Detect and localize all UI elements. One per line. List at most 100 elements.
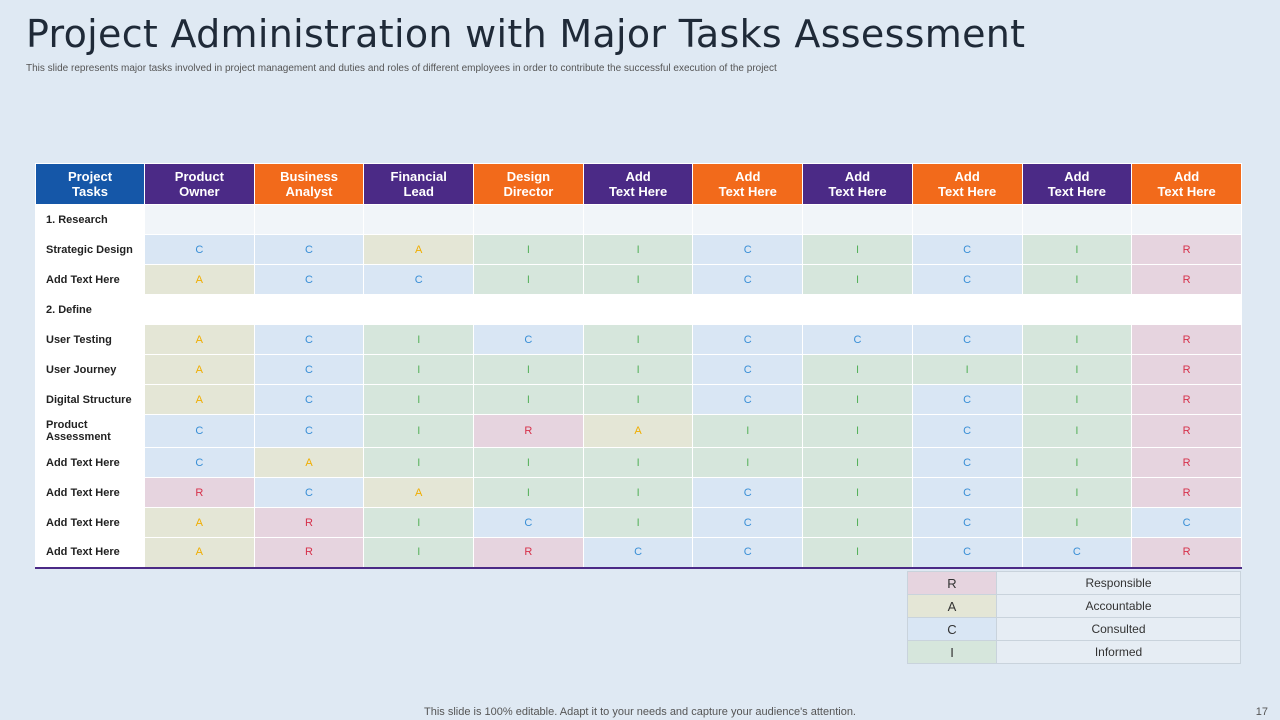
raci-cell: I xyxy=(1021,507,1133,538)
column-header: Product Owner xyxy=(144,163,255,205)
raci-cell: R xyxy=(1131,477,1242,508)
raci-cell xyxy=(911,204,1023,235)
column-header-line1: Add xyxy=(735,169,761,184)
raci-cell: A xyxy=(363,234,475,265)
column-header-line2: Lead xyxy=(403,184,434,199)
raci-cell xyxy=(692,294,804,325)
raci-cell: I xyxy=(363,384,475,415)
raci-cell: I xyxy=(802,414,913,448)
raci-cell: C xyxy=(692,537,804,569)
raci-cell: I xyxy=(1021,354,1133,385)
column-header-line1: Add xyxy=(1173,169,1200,184)
column-header: Add Text Here xyxy=(911,163,1023,205)
task-name-cell: 2. Define xyxy=(35,294,145,325)
table-row: Add Text Here A R I R C C I C C R xyxy=(35,537,1242,569)
raci-cell: R xyxy=(1131,354,1242,385)
raci-cell: C xyxy=(1021,537,1133,569)
raci-cell: C xyxy=(144,414,255,448)
raci-cell xyxy=(911,294,1023,325)
column-header-line2: Owner xyxy=(179,184,220,199)
legend-row: I Informed xyxy=(907,640,1241,664)
raci-cell: C xyxy=(692,354,804,385)
raci-cell: A xyxy=(144,537,255,569)
raci-cell: C xyxy=(911,507,1023,538)
task-name-cell: 1. Research xyxy=(35,204,145,235)
column-header: Add Text Here xyxy=(802,163,913,205)
raci-cell xyxy=(802,294,913,325)
task-name-cell: User Testing xyxy=(35,324,145,355)
task-name-cell: Digital Structure xyxy=(35,384,145,415)
raci-cell: C xyxy=(692,324,804,355)
raci-cell: I xyxy=(802,234,913,265)
task-name-cell: Strategic Design xyxy=(35,234,145,265)
column-header-line2: Director xyxy=(503,184,554,199)
raci-cell: R xyxy=(1131,324,1242,355)
raci-cell: I xyxy=(1021,384,1133,415)
raci-cell: C xyxy=(692,234,804,265)
raci-cell: I xyxy=(1021,324,1133,355)
raci-cell xyxy=(473,294,584,325)
table-row: Add Text Here A R I C I C I C I C xyxy=(35,507,1242,538)
raci-cell xyxy=(802,204,913,235)
header-row: Project Tasks Product Owner Business Analyst F… xyxy=(35,163,1242,205)
raci-cell: C xyxy=(253,234,365,265)
raci-cell: I xyxy=(692,447,804,478)
raci-cell: C xyxy=(473,507,584,538)
column-header: Add Text Here xyxy=(692,163,804,205)
raci-cell: I xyxy=(802,477,913,508)
raci-cell: C xyxy=(911,447,1023,478)
task-name-cell: Add Text Here xyxy=(35,507,145,538)
raci-cell: C xyxy=(692,384,804,415)
raci-cell: A xyxy=(582,414,694,448)
raci-cell: I xyxy=(1021,234,1133,265)
raci-cell: A xyxy=(144,384,255,415)
column-header-line2: Text Here xyxy=(828,184,887,199)
raci-cell: C xyxy=(911,537,1023,569)
raci-cell: A xyxy=(144,324,255,355)
legend-key: A xyxy=(907,594,997,618)
raci-cell: C xyxy=(253,354,365,385)
raci-cell: C xyxy=(253,384,365,415)
raci-cell: C xyxy=(911,234,1023,265)
raci-cell: I xyxy=(802,264,913,295)
table-row: Product Assessment C C I R A I I C I R xyxy=(35,414,1242,448)
raci-cell: I xyxy=(1021,447,1133,478)
section-row: 1. Research xyxy=(35,204,1242,235)
raci-cell: C xyxy=(911,384,1023,415)
column-header-line2: Text Here xyxy=(1157,184,1216,199)
table-row: User Testing A C I C I C C C I R xyxy=(35,324,1242,355)
raci-cell xyxy=(1131,204,1242,235)
raci-cell: C xyxy=(363,264,475,295)
raci-cell: A xyxy=(253,447,365,478)
raci-cell xyxy=(363,204,475,235)
raci-cell: C xyxy=(582,537,694,569)
raci-cell xyxy=(1131,294,1242,325)
legend-key: I xyxy=(907,640,997,664)
raci-cell: C xyxy=(253,324,365,355)
raci-cell: R xyxy=(1131,414,1242,448)
section-row: 2. Define xyxy=(35,294,1242,325)
raci-cell: C xyxy=(692,507,804,538)
raci-cell xyxy=(253,204,365,235)
raci-cell: C xyxy=(911,477,1023,508)
raci-cell: I xyxy=(363,507,475,538)
column-header-line1: Add xyxy=(625,169,651,184)
raci-cell: I xyxy=(582,507,694,538)
column-header-line1: Design xyxy=(506,169,551,184)
legend-row: R Responsible xyxy=(907,571,1241,595)
column-header: Design Director xyxy=(473,163,584,205)
column-header-line1: Add xyxy=(954,169,980,184)
raci-cell: C xyxy=(253,264,365,295)
raci-cell: C xyxy=(144,234,255,265)
raci-cell: C xyxy=(911,264,1023,295)
legend-row: A Accountable xyxy=(907,594,1241,618)
column-header-line2: Analyst xyxy=(285,184,333,199)
legend-row: C Consulted xyxy=(907,617,1241,641)
raci-cell: I xyxy=(802,384,913,415)
raci-cell: C xyxy=(253,477,365,508)
raci-cell: I xyxy=(1021,414,1133,448)
raci-cell: I xyxy=(1021,264,1133,295)
raci-cell: I xyxy=(473,384,584,415)
raci-cell: R xyxy=(1131,234,1242,265)
raci-cell: I xyxy=(802,537,913,569)
